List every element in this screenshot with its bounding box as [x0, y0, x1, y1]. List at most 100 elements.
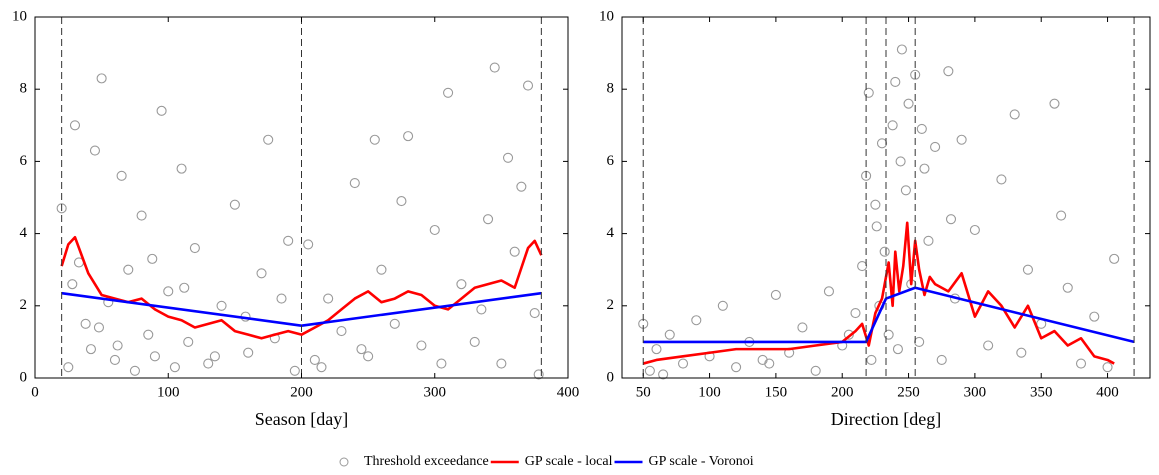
y-tick-label: 6: [607, 153, 615, 169]
data-point: [900, 185, 911, 196]
data-point: [866, 354, 877, 366]
data-point: [770, 289, 781, 301]
data-point: [363, 351, 374, 362]
x-tick-label: 250: [897, 384, 920, 400]
data-point: [919, 163, 930, 174]
data-point: [123, 264, 134, 275]
x-tick-label: 300: [424, 384, 447, 400]
data-point: [717, 300, 728, 311]
x-tick-label: 100: [698, 384, 721, 400]
series-line: [643, 286, 1135, 344]
data-point: [887, 120, 898, 131]
data-point: [389, 318, 400, 329]
y-tick-label: 0: [607, 369, 615, 385]
data-point: [1102, 362, 1113, 373]
data-point: [396, 196, 407, 207]
data-point: [189, 242, 200, 254]
data-point: [176, 163, 187, 174]
data-point: [289, 365, 300, 376]
data-point: [469, 336, 480, 347]
y-tick-label: 6: [20, 153, 28, 169]
data-point: [93, 322, 105, 333]
data-point: [183, 336, 194, 347]
data-point: [276, 293, 287, 304]
x-tick-label: 300: [964, 384, 987, 400]
data-point: [892, 344, 903, 355]
data-point: [996, 174, 1007, 185]
data-point: [69, 120, 81, 131]
data-point: [316, 362, 327, 373]
data-point: [216, 300, 227, 311]
x-axis-label: Season [day]: [255, 409, 348, 429]
data-point: [969, 224, 980, 236]
data-point: [63, 362, 74, 373]
data-point: [456, 279, 467, 290]
data-point: [443, 87, 454, 98]
data-point: [209, 351, 220, 362]
data-point: [229, 199, 240, 210]
legend-label: GP scale - local: [525, 454, 613, 469]
x-tick-label: 50: [636, 384, 651, 400]
legend-marker: [339, 457, 349, 467]
data-point: [179, 282, 190, 293]
data-point: [496, 358, 507, 369]
data-point: [96, 73, 107, 84]
data-point: [203, 358, 214, 369]
data-point: [677, 358, 689, 369]
y-tick-label: 8: [607, 81, 615, 97]
data-point: [163, 286, 174, 297]
data-point: [850, 307, 861, 319]
data-point: [930, 141, 941, 153]
data-point: [916, 123, 927, 134]
data-point: [509, 246, 520, 257]
data-point: [943, 66, 954, 77]
data-point: [303, 239, 314, 250]
data-point: [1016, 347, 1027, 358]
y-tick-label: 0: [20, 369, 28, 385]
data-point: [1062, 282, 1073, 293]
data-point: [1056, 210, 1067, 221]
data-point: [914, 336, 925, 347]
data-point: [863, 87, 874, 98]
x-tick-label: 200: [290, 384, 313, 400]
data-point: [482, 214, 494, 225]
x-tick-label: 200: [831, 384, 854, 400]
data-point: [502, 152, 514, 163]
data-point: [1075, 358, 1087, 369]
data-point: [243, 347, 254, 358]
data-point: [1109, 253, 1120, 264]
data-point: [283, 235, 294, 246]
data-point: [533, 369, 544, 380]
data-point: [797, 322, 808, 333]
x-tick-label: 400: [1096, 384, 1119, 400]
data-point: [843, 329, 854, 340]
data-point: [147, 253, 158, 264]
data-point: [80, 318, 91, 329]
legend-label: GP scale - Voronoi: [649, 454, 754, 469]
axes-frame: [621, 16, 1151, 379]
data-point: [376, 264, 387, 275]
data-point: [857, 261, 868, 272]
data-point: [1009, 109, 1020, 120]
data-point: [910, 69, 921, 80]
data-point: [416, 340, 427, 351]
data-point: [356, 344, 367, 355]
data-point: [1049, 98, 1060, 109]
data-point: [169, 362, 180, 373]
data-point: [870, 199, 881, 210]
data-point: [369, 134, 380, 145]
data-point: [876, 138, 888, 149]
data-point: [529, 307, 540, 319]
data-point: [143, 329, 154, 340]
y-tick-label: 2: [20, 297, 28, 313]
data-point: [516, 181, 527, 192]
data-point: [1022, 264, 1033, 275]
data-point: [644, 365, 655, 376]
x-tick-label: 150: [765, 384, 788, 400]
data-point: [522, 80, 534, 91]
data-point: [263, 134, 274, 145]
data-point: [871, 221, 882, 232]
x-tick-label: 0: [31, 384, 39, 400]
data-point: [336, 326, 347, 337]
